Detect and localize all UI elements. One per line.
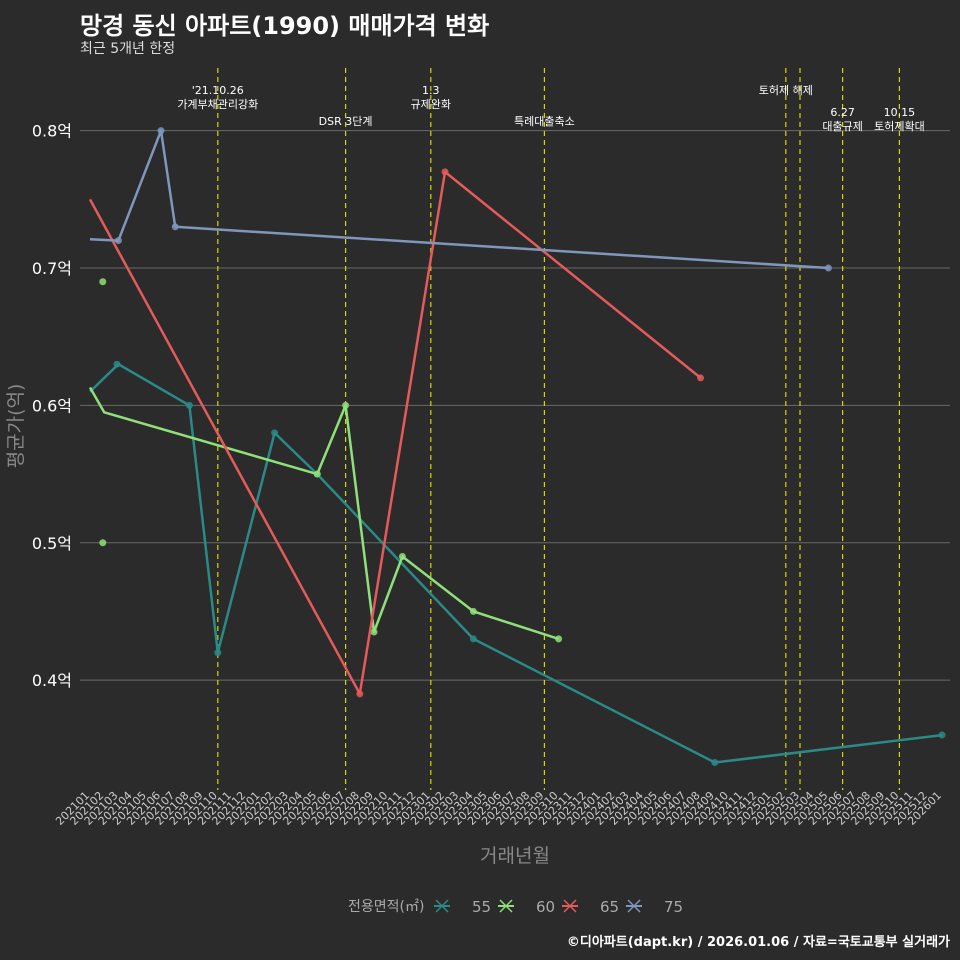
legend-swatch-mark — [435, 899, 449, 913]
y-tick-label: 0.5억 — [32, 534, 72, 553]
annotation-label: DSR 3단계 — [319, 115, 373, 128]
data-point-60 — [99, 278, 107, 286]
series-line-60 — [88, 386, 559, 641]
data-point-65 — [441, 168, 449, 176]
data-point-55 — [185, 401, 193, 409]
x-axis-title: 거래년월 — [480, 845, 550, 867]
data-point-60 — [313, 470, 321, 478]
legend-title: 전용면적(㎡) — [348, 899, 424, 915]
data-point-65 — [697, 374, 705, 382]
legend-label-65: 65 — [600, 898, 619, 916]
data-point-60 — [342, 401, 350, 409]
data-point-60 — [99, 539, 107, 547]
data-point-75 — [114, 237, 122, 245]
legend-swatch-mark — [563, 899, 577, 913]
data-point-55 — [271, 429, 279, 437]
y-axis-title: 평균가(억) — [5, 384, 27, 469]
legend-label-55: 55 — [472, 898, 491, 916]
legend-swatch-mark — [499, 899, 513, 913]
data-point-60 — [555, 635, 563, 643]
data-point-55 — [938, 731, 946, 739]
annotation-label: 1.3 — [422, 84, 440, 97]
y-tick-label: 0.4억 — [32, 671, 72, 690]
legend-swatch-mark — [627, 899, 641, 913]
annotation-label: 규제완화 — [411, 98, 451, 111]
legend-label-75: 75 — [664, 898, 683, 916]
y-tick-label: 0.7억 — [32, 259, 72, 278]
y-tick-label: 0.6억 — [32, 396, 72, 415]
chart-title: 망경 동신 아파트(1990) 매매가격 변화 — [80, 12, 490, 40]
data-point-55 — [711, 759, 719, 767]
annotation-label: 특례대출축소 — [514, 115, 575, 128]
data-point-60 — [398, 552, 406, 560]
data-point-65 — [356, 690, 364, 698]
data-point-60 — [469, 607, 477, 615]
data-point-75 — [824, 264, 832, 272]
chart-subtitle: 최근 5개년 한정 — [80, 41, 176, 57]
annotation-label: 가계부채관리강화 — [177, 98, 258, 111]
y-tick-label: 0.8억 — [32, 122, 72, 141]
annotation-label: 대출규제 — [822, 120, 862, 133]
annotation-label: 6.27 — [830, 106, 855, 119]
data-point-75 — [157, 127, 165, 135]
data-point-55 — [113, 360, 121, 368]
data-point-55 — [214, 649, 222, 657]
annotation-label: 토허제 해제 — [759, 83, 813, 97]
series-line-75 — [89, 129, 829, 270]
annotation-label: 10.15 — [884, 106, 916, 119]
data-point-60 — [370, 628, 378, 636]
annotation-label: 토허제확대 — [874, 120, 925, 133]
legend-label-60: 60 — [536, 898, 555, 916]
annotation-label: '21.10.26 — [192, 84, 244, 97]
source-caption: ©디아파트(dapt.kr) / 2026.01.06 / 자료=국토교통부 실… — [566, 935, 950, 950]
data-point-75 — [171, 223, 179, 231]
data-point-55 — [469, 635, 477, 643]
series-line-65 — [88, 170, 702, 696]
